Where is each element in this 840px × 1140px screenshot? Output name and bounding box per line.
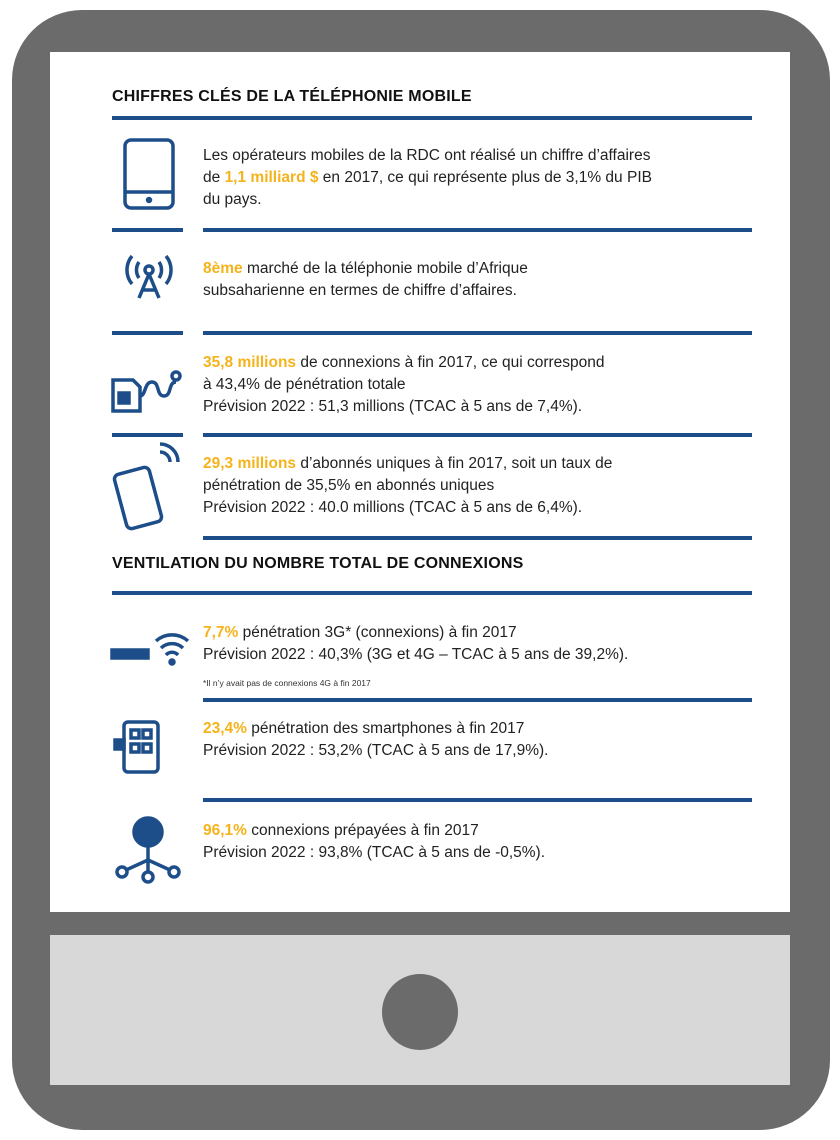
section-title: VENTILATION DU NOMBRE TOTAL DE CONNEXION… [112,555,524,572]
text: en 2017, ce qui représente plus de 3,1% … [318,169,652,186]
phone-icon [123,138,175,210]
text: Prévision 2022 : 40,3% (3G et 4G – TCAC … [203,646,629,663]
footnote: *Il n’y avait pas de connexions 4G à fin… [203,678,371,688]
text: connexions prépayées à fin 2017 [246,822,479,839]
text: Prévision 2022 : 53,2% (TCAC à 5 ans de … [203,742,549,759]
text-line: Les opérateurs mobiles de la RDC ont réa… [203,145,652,167]
text-line: 35,8 millions de connexions à fin 2017, … [203,352,605,374]
network-icon [115,816,181,884]
text-line: 29,3 millions d’abonnés uniques à fin 20… [203,453,612,475]
title: CHIFFRES CLÉS DE LA TÉLÉPHONIE MOBILE [112,88,472,105]
item-text: 23,4% pénétration des smartphones à fin … [203,718,549,762]
text-line: Prévision 2022 : 51,3 millions (TCAC à 5… [203,396,605,418]
text-line: Prévision 2022 : 53,2% (TCAC à 5 ans de … [203,740,549,762]
item-text: 35,8 millions de connexions à fin 2017, … [203,352,605,418]
highlight: 35,8 millions [203,354,297,371]
text-line: 8ème marché de la téléphonie mobile d’Af… [203,258,528,280]
text: du pays. [203,191,262,208]
text: pénétration de 35,5% en abonnés uniques [203,477,495,494]
smartphone-icon [113,720,160,774]
wifi-icon [110,633,190,666]
item-text: Les opérateurs mobiles de la RDC ont réa… [203,145,652,211]
text-line: 96,1% connexions prépayées à fin 2017 [203,820,545,842]
home-button [382,974,458,1050]
text-line: à 43,4% de pénétration totale [203,374,605,396]
text: à 43,4% de pénétration totale [203,376,406,393]
text: d’abonnés uniques à fin 2017, soit un ta… [296,455,613,472]
text-line: subsaharienne en termes de chiffre d’aff… [203,280,528,302]
highlight: 23,4% [203,720,247,737]
text-line: 7,7% pénétration 3G* (connexions) à fin … [203,622,628,644]
text: Prévision 2022 : 51,3 millions (TCAC à 5… [203,398,583,415]
item-text: 96,1% connexions prépayées à fin 2017 Pré… [203,820,545,864]
text: subsaharienne en termes de chiffre d’aff… [203,282,517,299]
text: Prévision 2022 : 40.0 millions (TCAC à 5… [203,499,583,516]
text: pénétration des smartphones à fin 2017 [246,720,525,737]
text-line: de 1,1 milliard $ en 2017, ce qui représ… [203,167,652,189]
text: Les opérateurs mobiles de la RDC ont réa… [203,147,651,164]
text: de connexions à fin 2017, ce qui corresp… [296,354,605,371]
text-line: Prévision 2022 : 40,3% (3G et 4G – TCAC … [203,644,628,666]
highlight: 1,1 milliard $ [224,169,319,186]
highlight: 29,3 millions [203,455,297,472]
text-line: 23,4% pénétration des smartphones à fin … [203,718,549,740]
tablet-icon [112,442,180,531]
text: de [203,169,225,186]
item-text: 8ème marché de la téléphonie mobile d’Af… [203,258,528,302]
text: pénétration 3G* (connexions) à fin 2017 [238,624,517,641]
text-line: Prévision 2022 : 40.0 millions (TCAC à 5… [203,497,612,519]
separators [112,116,752,802]
antenna-icon [125,254,173,299]
text-line: du pays. [203,189,652,211]
sim-icon [111,370,182,413]
text-line: Prévision 2022 : 93,8% (TCAC à 5 ans de … [203,842,545,864]
highlight: 7,7% [203,624,239,641]
highlight: 96,1% [203,822,247,839]
text-line: pénétration de 35,5% en abonnés uniques [203,475,612,497]
text: Prévision 2022 : 93,8% (TCAC à 5 ans de … [203,844,546,861]
item-text: 7,7% pénétration 3G* (connexions) à fin … [203,622,628,666]
icons [110,138,190,884]
highlight: 8ème [203,260,243,277]
text: marché de la téléphonie mobile d’Afrique [242,260,528,277]
item-text: 29,3 millions d’abonnés uniques à fin 20… [203,453,612,519]
